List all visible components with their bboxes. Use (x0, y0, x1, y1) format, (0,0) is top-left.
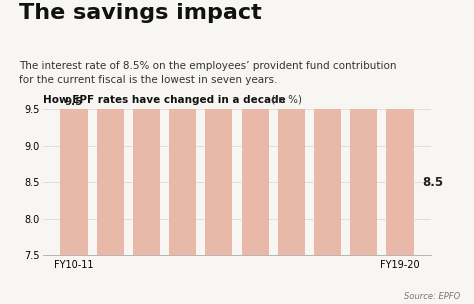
Text: The interest rate of 8.5% on the employees’ provident fund contribution
for the : The interest rate of 8.5% on the employe… (19, 61, 396, 85)
Bar (350, 0, 377, 255)
Bar (60, 0, 88, 255)
Bar (278, 0, 305, 255)
Bar (169, 0, 196, 255)
Text: 8.5: 8.5 (422, 176, 443, 189)
Text: 9.5: 9.5 (65, 97, 83, 106)
Text: Source: EPFO: Source: EPFO (403, 292, 460, 301)
Bar (386, 0, 414, 255)
Bar (205, 0, 232, 255)
Bar (314, 0, 341, 255)
Bar (133, 0, 160, 255)
Bar (242, 0, 269, 255)
Text: The savings impact: The savings impact (19, 3, 262, 23)
Bar (97, 0, 124, 255)
Text: (in %): (in %) (268, 95, 302, 105)
Text: How EPF rates have changed in a decade: How EPF rates have changed in a decade (43, 95, 285, 105)
